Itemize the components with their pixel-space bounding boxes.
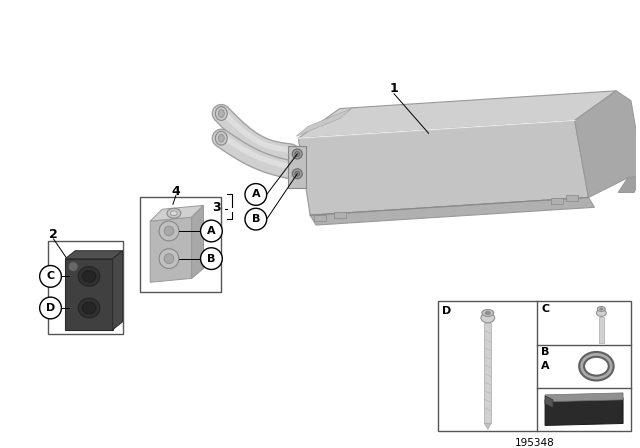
Text: A: A bbox=[252, 190, 260, 199]
Ellipse shape bbox=[481, 313, 495, 323]
Ellipse shape bbox=[218, 134, 224, 142]
Ellipse shape bbox=[600, 308, 603, 310]
Polygon shape bbox=[545, 398, 623, 426]
Text: C: C bbox=[541, 304, 549, 314]
Ellipse shape bbox=[216, 131, 227, 145]
Circle shape bbox=[40, 297, 61, 319]
Polygon shape bbox=[310, 198, 595, 225]
Circle shape bbox=[292, 149, 302, 159]
Text: 4: 4 bbox=[172, 185, 180, 198]
Circle shape bbox=[159, 221, 179, 241]
Bar bbox=[289, 146, 306, 188]
Polygon shape bbox=[65, 251, 123, 258]
Polygon shape bbox=[575, 91, 640, 198]
Text: 3: 3 bbox=[212, 201, 221, 214]
Ellipse shape bbox=[78, 267, 100, 286]
Polygon shape bbox=[298, 121, 589, 215]
Circle shape bbox=[200, 220, 222, 242]
Circle shape bbox=[200, 248, 222, 270]
Circle shape bbox=[245, 184, 267, 205]
Polygon shape bbox=[545, 393, 623, 402]
Text: B: B bbox=[252, 214, 260, 224]
Ellipse shape bbox=[596, 310, 606, 316]
Bar bbox=[484, 323, 492, 423]
Ellipse shape bbox=[78, 298, 100, 318]
Polygon shape bbox=[113, 251, 123, 330]
Ellipse shape bbox=[167, 208, 181, 218]
Text: 2: 2 bbox=[49, 228, 58, 241]
Bar bbox=[334, 212, 346, 218]
Bar bbox=[599, 317, 604, 343]
Polygon shape bbox=[150, 205, 204, 221]
Circle shape bbox=[159, 249, 179, 268]
Ellipse shape bbox=[82, 271, 96, 282]
Polygon shape bbox=[618, 176, 640, 193]
Bar bbox=[65, 258, 113, 330]
Polygon shape bbox=[484, 423, 492, 429]
Bar bbox=[566, 195, 578, 201]
Bar bbox=[314, 215, 326, 221]
Ellipse shape bbox=[216, 107, 227, 121]
Text: D: D bbox=[46, 303, 55, 313]
Circle shape bbox=[68, 262, 78, 271]
Polygon shape bbox=[296, 108, 351, 136]
Circle shape bbox=[40, 266, 61, 287]
Bar bbox=[551, 198, 563, 204]
Text: B: B bbox=[541, 347, 549, 358]
Bar bbox=[140, 198, 221, 292]
Text: B: B bbox=[207, 254, 216, 263]
Text: A: A bbox=[541, 361, 549, 371]
Text: 1: 1 bbox=[390, 82, 399, 95]
Bar bbox=[47, 241, 123, 334]
Circle shape bbox=[245, 208, 267, 230]
Circle shape bbox=[164, 226, 174, 236]
Text: D: D bbox=[442, 306, 451, 316]
Polygon shape bbox=[545, 396, 553, 408]
Ellipse shape bbox=[218, 110, 224, 117]
Circle shape bbox=[295, 171, 300, 176]
Ellipse shape bbox=[482, 310, 493, 316]
Ellipse shape bbox=[82, 302, 96, 314]
Circle shape bbox=[295, 151, 300, 156]
Text: C: C bbox=[47, 271, 54, 281]
Ellipse shape bbox=[485, 311, 490, 314]
Ellipse shape bbox=[597, 306, 605, 311]
Polygon shape bbox=[191, 205, 204, 278]
Text: 195348: 195348 bbox=[515, 438, 554, 448]
Polygon shape bbox=[298, 91, 616, 138]
Bar bbox=[438, 301, 631, 431]
Ellipse shape bbox=[170, 211, 177, 215]
Circle shape bbox=[292, 169, 302, 179]
Text: A: A bbox=[207, 226, 216, 236]
Circle shape bbox=[164, 254, 174, 263]
Polygon shape bbox=[150, 217, 191, 282]
